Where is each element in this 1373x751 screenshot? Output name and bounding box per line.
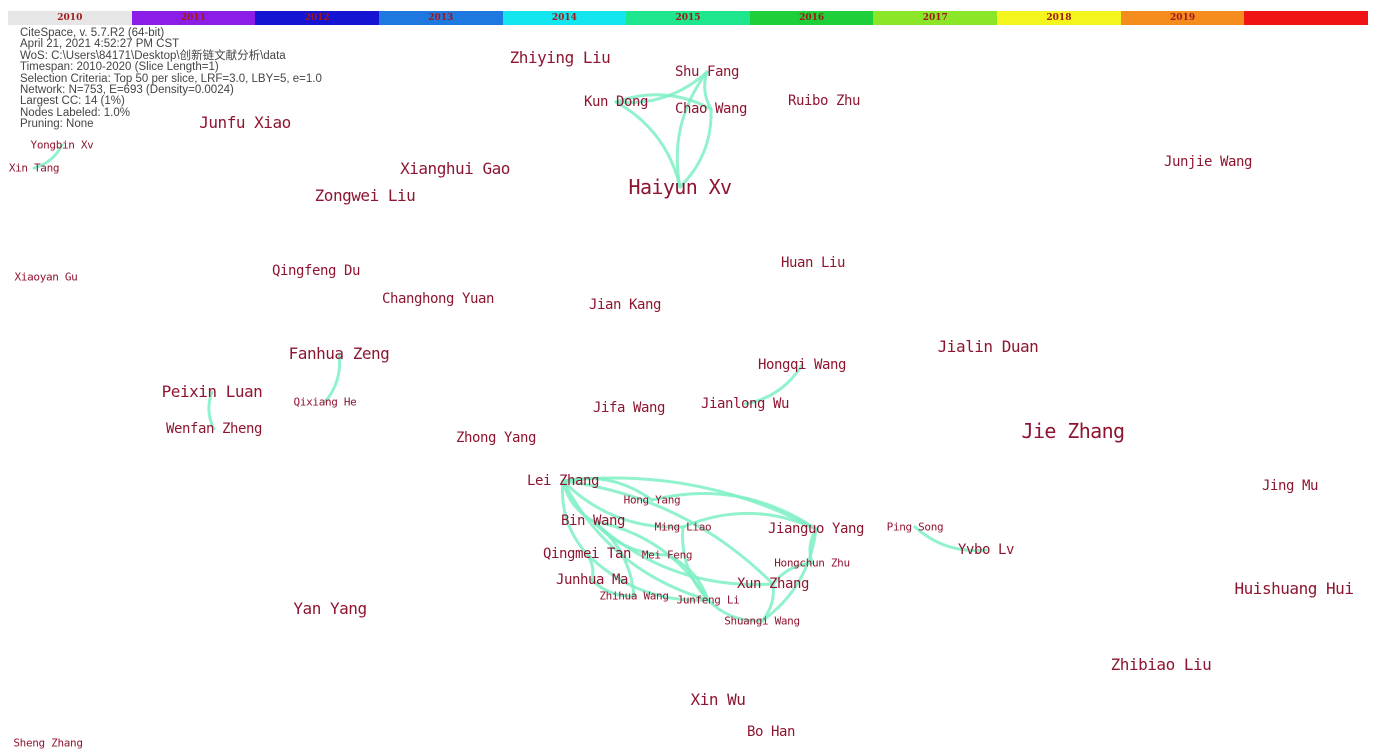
edge-xun-zhang-to-shuangi-wang	[760, 582, 775, 623]
author-node-qingmei-tan[interactable]: Qingmei Tan	[542, 546, 632, 562]
author-node-xun-zhang[interactable]: Xun Zhang	[736, 576, 810, 592]
author-node-jie-zhang[interactable]: Jie Zhang	[1021, 419, 1126, 443]
author-node-shu-fang[interactable]: Shu Fang	[674, 64, 740, 80]
edge-ming-liao-to-jianguo-yang	[681, 511, 818, 531]
time-slice-2010: 2010	[8, 11, 132, 25]
author-node-xin-wu[interactable]: Xin Wu	[690, 690, 746, 709]
author-node-jianlong-wu[interactable]: Jianlong Wu	[700, 396, 790, 412]
author-node-jing-mu[interactable]: Jing Mu	[1261, 478, 1319, 494]
author-node-qingfeng-du[interactable]: Qingfeng Du	[271, 263, 361, 279]
author-node-yongbin-xv[interactable]: Yongbin Xv	[30, 138, 94, 152]
author-node-jialin-duan[interactable]: Jialin Duan	[937, 337, 1039, 356]
edge-fanhua-zeng-to-qixiang-he	[323, 352, 342, 404]
time-slice-2012: 2012	[255, 11, 379, 25]
edge-qingmei-tan-to-junfeng-li	[585, 552, 710, 602]
author-node-zongwei-liu[interactable]: Zongwei Liu	[314, 186, 416, 205]
edge-ping-song-to-yvbo-lv	[913, 525, 988, 553]
author-node-fanhua-zeng[interactable]: Fanhua Zeng	[288, 344, 390, 363]
edge-hongqi-wang-to-jianlong-wu	[743, 363, 804, 406]
author-node-ping-song[interactable]: Ping Song	[886, 520, 944, 534]
time-slice-2015: 2015	[626, 11, 750, 25]
author-node-yan-yang[interactable]: Yan Yang	[293, 599, 367, 618]
info-line-selection: Selection Criteria: Top 50 per slice, LR…	[20, 72, 322, 85]
author-node-xiaoyan-gu[interactable]: Xiaoyan Gu	[14, 270, 78, 284]
author-node-junjie-wang[interactable]: Junjie Wang	[1163, 154, 1253, 170]
edge-bin-wang-to-xun-zhang	[591, 519, 775, 586]
edge-mei-feng-to-junfeng-li	[665, 553, 710, 602]
citespace-info-panel: CiteSpace, v. 5.7.R2 (64-bit) April 21, …	[20, 27, 322, 131]
edge-lei-zhang-to-ming-liao	[561, 479, 685, 529]
author-node-zhihua-wang[interactable]: Zhihua Wang	[599, 589, 669, 603]
author-node-wenfan-zheng[interactable]: Wenfan Zheng	[165, 421, 263, 437]
edge-jianguo-yang-to-shuangi-wang	[760, 527, 818, 623]
time-slice-2016: 2016	[749, 11, 874, 25]
edge-ming-liao-to-junfeng-li	[681, 525, 710, 602]
edge-chao-wang-to-haiyun-xv	[678, 107, 713, 189]
author-node-junfu-xiao[interactable]: Junfu Xiao	[199, 113, 291, 132]
info-line-nodes-labeled: Nodes Labeled: 1.0%	[20, 106, 130, 119]
author-node-mei-feng[interactable]: Mei Feng	[641, 548, 693, 562]
author-node-xianghui-gao[interactable]: Xianghui Gao	[400, 159, 510, 178]
author-node-hong-yang[interactable]: Hong Yang	[623, 493, 681, 507]
time-slice-2014: 2014	[502, 11, 627, 25]
edge-junhua-ma-to-zhihua-wang	[590, 578, 636, 598]
author-node-bin-wang[interactable]: Bin Wang	[560, 513, 626, 529]
author-node-chao-wang[interactable]: Chao Wang	[674, 101, 748, 117]
edge-shu-fang-to-haiyun-xv	[675, 70, 709, 189]
time-slice-2017: 2017	[873, 11, 998, 25]
edge-kun-dong-to-haiyun-xv	[614, 100, 682, 189]
time-slice-2013: 2013	[378, 11, 503, 25]
author-node-hongqi-wang[interactable]: Hongqi Wang	[757, 357, 847, 373]
author-node-kun-dong[interactable]: Kun Dong	[583, 94, 649, 110]
author-node-huan-liu[interactable]: Huan Liu	[780, 255, 846, 271]
time-slice-2019: 2019	[1120, 11, 1245, 25]
time-slice-2018: 2018	[997, 11, 1121, 25]
info-line-pruning: Pruning: None	[20, 118, 94, 131]
edge-kun-dong-to-chao-wang	[614, 93, 713, 111]
author-node-huishuang-hui[interactable]: Huishuang Hui	[1234, 579, 1354, 598]
author-node-haiyun-xv[interactable]: Haiyun Xv	[628, 175, 733, 199]
edge-lei-zhang-to-qingmei-tan	[561, 479, 589, 556]
edge-lei-zhang-to-xun-zhang	[561, 479, 775, 586]
author-node-junfeng-li[interactable]: Junfeng Li	[676, 593, 740, 607]
edge-yongbin-xv-to-xin-tang	[32, 143, 64, 170]
info-line-version: CiteSpace, v. 5.7.R2 (64-bit)	[20, 27, 165, 39]
author-node-ruibo-zhu[interactable]: Ruibo Zhu	[787, 93, 861, 109]
time-slice-legend: 2010 2011 2012 2013 2014 2015 2016 2017 2018 2019	[8, 11, 1369, 25]
edge-kun-dong-to-shu-fang	[614, 70, 709, 105]
time-slice-2011: 2011	[131, 11, 256, 25]
edge-junfeng-li-to-shuangi-wang	[706, 598, 764, 623]
author-node-lei-zhang[interactable]: Lei Zhang	[526, 473, 600, 489]
author-node-qixiang-he[interactable]: Qixiang He	[293, 395, 357, 409]
info-line-network: Network: N=753, E=693 (Density=0.0024)	[20, 84, 234, 97]
info-line-source: WoS: C:\Users\84171\Desktop\创新链文献分析\data	[20, 49, 286, 62]
author-node-jian-kang[interactable]: Jian Kang	[588, 297, 662, 313]
author-node-yvbo-lv[interactable]: Yvbo Lv	[957, 542, 1015, 558]
time-slice-end	[1244, 11, 1369, 25]
author-node-zhiying-liu[interactable]: Zhiying Liu	[509, 48, 611, 67]
edge-peixin-luan-to-wenfan-zheng	[207, 390, 216, 431]
edge-hong-yang-to-jianguo-yang	[650, 492, 818, 531]
author-node-peixin-luan[interactable]: Peixin Luan	[161, 382, 263, 401]
author-node-jianguo-yang[interactable]: Jianguo Yang	[767, 521, 865, 537]
author-node-changhong-yuan[interactable]: Changhong Yuan	[381, 291, 495, 307]
author-node-zhong-yang[interactable]: Zhong Yang	[455, 430, 537, 446]
info-line-largest-cc: Largest CC: 14 (1%)	[20, 95, 125, 108]
edge-shu-fang-to-chao-wang	[703, 70, 713, 111]
author-node-xin-tang[interactable]: Xin Tang	[8, 161, 60, 175]
info-line-timespan: Timespan: 2010-2020 (Slice Length=1)	[20, 61, 219, 74]
author-node-ming-liao[interactable]: Ming Liao	[654, 520, 712, 534]
author-node-sheng-zhang[interactable]: Sheng Zhang	[13, 736, 83, 750]
author-node-hongchun-zhu[interactable]: Hongchun Zhu	[774, 556, 850, 570]
author-node-bo-han[interactable]: Bo Han	[746, 724, 796, 740]
author-node-shuangi-wang[interactable]: Shuangi Wang	[724, 614, 800, 628]
author-node-zhibiao-liu[interactable]: Zhibiao Liu	[1110, 655, 1212, 674]
author-node-junhua-ma[interactable]: Junhua Ma	[555, 572, 629, 588]
info-line-date: April 21, 2021 4:52:27 PM CST	[20, 38, 180, 51]
edge-hongchun-zhu-to-xun-zhang	[771, 561, 814, 586]
author-node-jifa-wang[interactable]: Jifa Wang	[592, 400, 666, 416]
edge-qingmei-tan-to-junhua-ma	[585, 552, 595, 582]
edge-lei-zhang-to-jianguo-yang	[561, 476, 818, 531]
